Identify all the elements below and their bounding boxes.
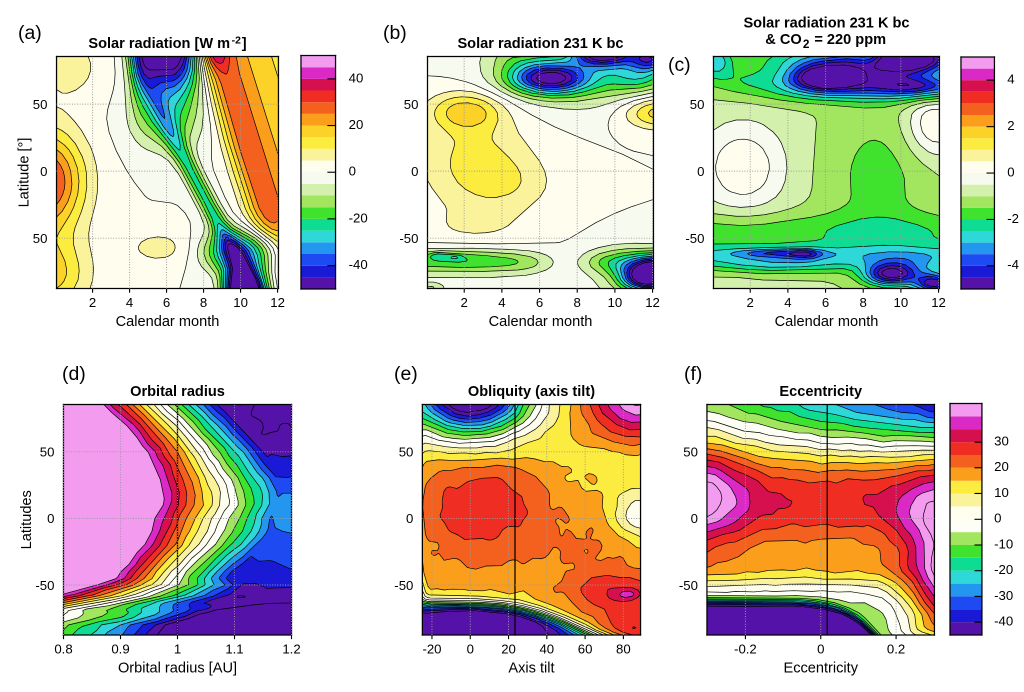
svg-text:-20: -20 xyxy=(349,210,368,225)
svg-text:30: 30 xyxy=(994,433,1009,448)
svg-text:]: ] xyxy=(242,36,247,52)
svg-text:(a): (a) xyxy=(18,22,42,44)
svg-text:50: 50 xyxy=(33,97,48,112)
svg-text:-20: -20 xyxy=(994,562,1013,577)
svg-text:-20: -20 xyxy=(422,642,441,657)
svg-text:0: 0 xyxy=(994,511,1001,526)
svg-text:-40: -40 xyxy=(994,614,1013,629)
svg-text:(e): (e) xyxy=(394,363,418,385)
svg-text:Calendar month: Calendar month xyxy=(775,314,879,330)
svg-text:-2: -2 xyxy=(1007,211,1019,226)
svg-text:& CO: & CO xyxy=(765,32,801,48)
svg-text:(b): (b) xyxy=(383,22,407,44)
svg-text:Calendar month: Calendar month xyxy=(489,314,593,330)
svg-text:1.2: 1.2 xyxy=(282,642,300,657)
svg-text:20: 20 xyxy=(994,459,1009,474)
svg-text:-50: -50 xyxy=(394,578,413,593)
svg-text:0: 0 xyxy=(697,164,704,179)
svg-text:20: 20 xyxy=(501,642,516,657)
svg-text:4: 4 xyxy=(126,295,133,310)
svg-text:0: 0 xyxy=(47,511,54,526)
svg-text:10: 10 xyxy=(994,485,1009,500)
svg-text:0: 0 xyxy=(817,642,824,657)
svg-text:Obliquity (axis tilt): Obliquity (axis tilt) xyxy=(468,384,595,400)
svg-text:-0.2: -0.2 xyxy=(734,642,757,657)
svg-text:8: 8 xyxy=(860,295,867,310)
svg-text:-30: -30 xyxy=(994,588,1013,603)
svg-text:2: 2 xyxy=(803,37,810,51)
svg-text:-10: -10 xyxy=(994,536,1013,551)
svg-text:2: 2 xyxy=(89,295,96,310)
svg-text:0.9: 0.9 xyxy=(111,642,129,657)
svg-text:6: 6 xyxy=(163,295,170,310)
svg-text:10: 10 xyxy=(608,295,623,310)
svg-text:0: 0 xyxy=(349,164,356,179)
svg-text:(c): (c) xyxy=(668,54,691,76)
svg-text:8: 8 xyxy=(574,295,581,310)
svg-text:40: 40 xyxy=(539,642,554,657)
svg-text:40: 40 xyxy=(349,70,364,85)
svg-text:60: 60 xyxy=(578,642,593,657)
svg-text:Calendar month: Calendar month xyxy=(116,314,220,330)
svg-text:-2: -2 xyxy=(232,36,241,47)
svg-text:8: 8 xyxy=(200,295,207,310)
svg-text:20: 20 xyxy=(349,117,364,132)
svg-text:Solar radiation 231 K bc: Solar radiation 231 K bc xyxy=(457,36,623,52)
svg-text:Orbital radius [AU]: Orbital radius [AU] xyxy=(118,660,237,676)
svg-text:0: 0 xyxy=(406,511,413,526)
svg-text:1.1: 1.1 xyxy=(225,642,243,657)
svg-text:0: 0 xyxy=(467,642,474,657)
svg-text:4: 4 xyxy=(1007,72,1014,87)
svg-text:2: 2 xyxy=(747,295,754,310)
svg-text:50: 50 xyxy=(33,231,48,246)
svg-text:0: 0 xyxy=(691,511,698,526)
svg-text:0.8: 0.8 xyxy=(54,642,72,657)
svg-text:6: 6 xyxy=(822,295,829,310)
svg-text:2: 2 xyxy=(1007,118,1014,133)
svg-text:80: 80 xyxy=(616,642,631,657)
svg-text:1: 1 xyxy=(174,642,181,657)
svg-text:50: 50 xyxy=(399,445,414,460)
svg-text:50: 50 xyxy=(683,445,698,460)
svg-text:Solar radiation [W m: Solar radiation [W m xyxy=(88,36,230,52)
svg-text:50: 50 xyxy=(690,97,705,112)
svg-text:-50: -50 xyxy=(35,578,54,593)
svg-text:0: 0 xyxy=(1007,164,1014,179)
svg-text:Latitudes: Latitudes xyxy=(19,490,35,549)
svg-text:-4: -4 xyxy=(1007,257,1019,272)
svg-text:-50: -50 xyxy=(399,231,418,246)
svg-text:12: 12 xyxy=(931,295,946,310)
svg-text:50: 50 xyxy=(40,445,55,460)
svg-text:Orbital radius: Orbital radius xyxy=(130,384,225,400)
svg-text:Solar radiation 231 K bc: Solar radiation 231 K bc xyxy=(743,15,909,31)
svg-text:4: 4 xyxy=(784,295,791,310)
svg-text:10: 10 xyxy=(233,295,248,310)
svg-text:Eccentricity: Eccentricity xyxy=(779,384,863,400)
svg-text:(d): (d) xyxy=(62,363,86,385)
svg-text:6: 6 xyxy=(536,295,543,310)
svg-text:0: 0 xyxy=(40,164,47,179)
svg-text:Latitude [°]: Latitude [°] xyxy=(16,138,32,208)
svg-text:10: 10 xyxy=(894,295,909,310)
svg-text:4: 4 xyxy=(498,295,505,310)
svg-text:12: 12 xyxy=(645,295,660,310)
svg-text:Eccentricity: Eccentricity xyxy=(783,660,858,676)
svg-text:(f): (f) xyxy=(684,363,702,385)
svg-text:2: 2 xyxy=(461,295,468,310)
svg-text:0: 0 xyxy=(411,164,418,179)
svg-text:-50: -50 xyxy=(685,231,704,246)
svg-text:0.2: 0.2 xyxy=(887,642,905,657)
svg-text:= 220 ppm: = 220 ppm xyxy=(814,32,886,48)
svg-text:-40: -40 xyxy=(349,257,368,272)
svg-text:Axis tilt: Axis tilt xyxy=(508,660,554,676)
svg-text:12: 12 xyxy=(270,295,285,310)
svg-text:50: 50 xyxy=(404,97,419,112)
svg-text:-50: -50 xyxy=(679,578,698,593)
